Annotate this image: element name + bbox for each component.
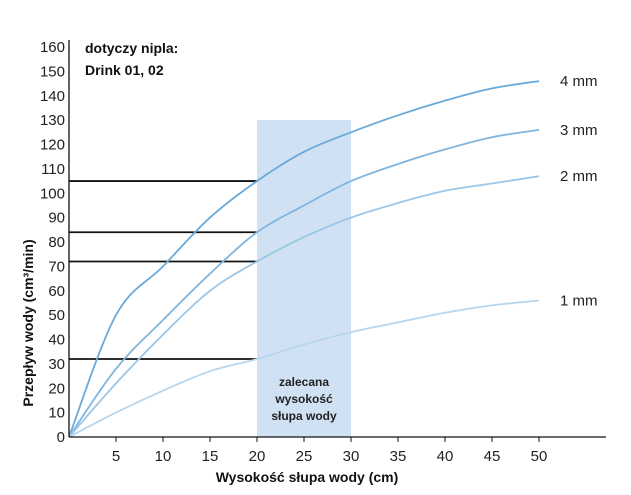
x-tick-label: 20 — [249, 448, 266, 465]
y-tick-label: 20 — [48, 380, 65, 397]
x-tick-label: 10 — [155, 448, 172, 465]
series-label: 2 mm — [560, 168, 598, 185]
y-tick-label: 10 — [48, 405, 65, 422]
x-axis-title: Wysokość słupa wody (cm) — [216, 469, 399, 485]
x-tick-label: 15 — [202, 448, 219, 465]
y-tick-label: 70 — [48, 258, 65, 275]
x-tick-label: 50 — [531, 448, 548, 465]
y-tick-label: 130 — [40, 112, 65, 129]
x-tick-label: 30 — [343, 448, 360, 465]
series-label: 4 mm — [560, 73, 598, 90]
y-tick-label: 120 — [40, 137, 65, 154]
series-line-1-mm — [68, 299, 540, 438]
y-tick-label: 60 — [48, 283, 65, 300]
x-tick-label: 35 — [390, 448, 407, 465]
y-tick-label: 110 — [41, 161, 65, 178]
y-tick-label: 40 — [48, 332, 65, 349]
recommended-range-band — [257, 120, 351, 437]
y-tick-label: 0 — [57, 429, 65, 446]
x-tick-label: 25 — [296, 448, 313, 465]
note-line-2: Drink 01, 02 — [85, 62, 164, 78]
y-tick-label: 150 — [40, 63, 65, 80]
recommended-range-label: wysokość — [274, 392, 333, 406]
series-label: 1 mm — [560, 293, 598, 310]
x-tick-label: 5 — [112, 448, 120, 465]
note-line-1: dotyczy nipla: — [85, 40, 178, 56]
series-line-4-mm — [68, 80, 540, 438]
y-tick-label: 50 — [48, 307, 65, 324]
recommended-range-label: zalecana — [279, 375, 329, 389]
x-tick-label: 45 — [484, 448, 501, 465]
y-tick-label: 90 — [48, 210, 65, 227]
y-axis-title: Przepływ wody (cm³/min) — [20, 239, 36, 406]
y-tick-label: 30 — [48, 356, 65, 373]
series-line-3-mm — [68, 129, 540, 438]
y-tick-label: 140 — [40, 88, 65, 105]
recommended-range-label: słupa wody — [271, 409, 337, 423]
y-tick-label: 100 — [40, 185, 65, 202]
x-tick-label: 40 — [437, 448, 454, 465]
y-tick-label: 80 — [48, 234, 65, 251]
series-label: 3 mm — [560, 122, 598, 139]
y-tick-label: 160 — [40, 39, 65, 56]
series-line-2-mm — [68, 175, 540, 438]
